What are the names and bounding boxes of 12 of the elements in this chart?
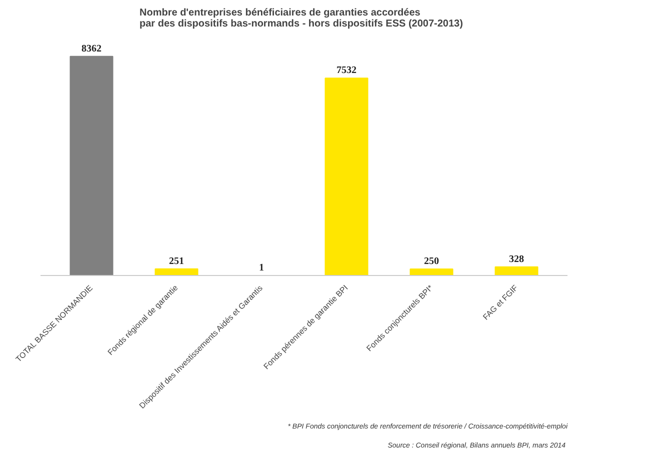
bar [154, 268, 198, 276]
bar [70, 56, 114, 276]
data-label: 328 [509, 254, 524, 265]
data-label: 250 [424, 256, 439, 267]
bar [324, 78, 368, 276]
data-label: 7532 [336, 65, 356, 76]
data-label: 251 [169, 256, 184, 267]
bar [410, 268, 454, 276]
bar [494, 266, 538, 276]
chart-title: Nombre d'entreprises bénéficiaires de garanties accordées par des dispositifs bas-normands - hors dispositifs ESS (2007-2013) [140, 8, 463, 30]
data-label: 1 [259, 262, 264, 274]
data-label: 8362 [82, 43, 102, 54]
